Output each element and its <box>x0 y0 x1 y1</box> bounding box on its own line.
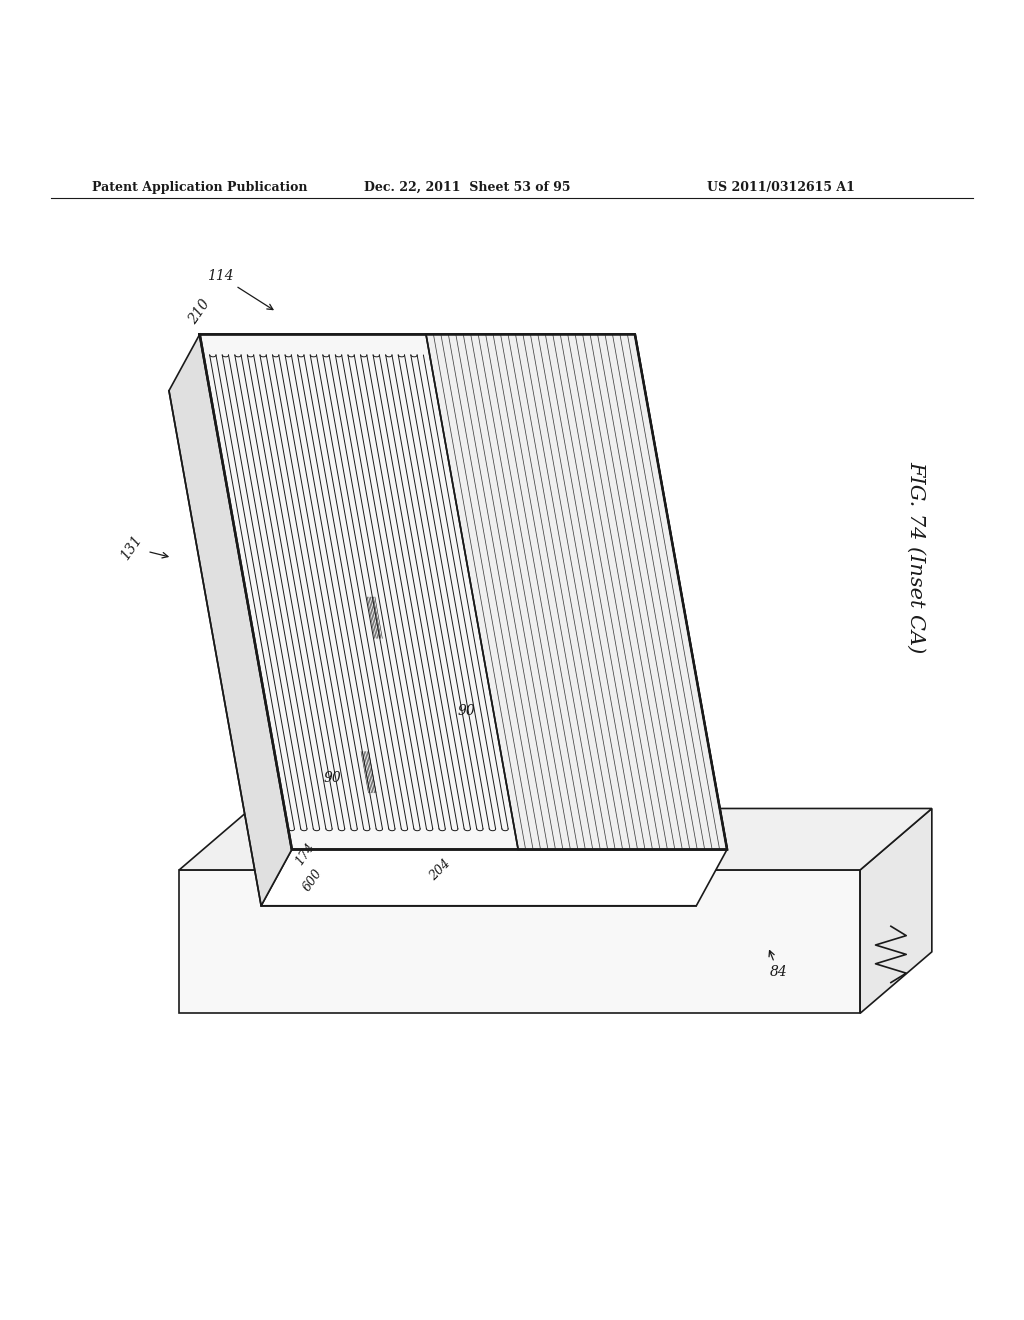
Text: 90: 90 <box>457 704 475 718</box>
Polygon shape <box>200 334 727 850</box>
Polygon shape <box>860 808 932 1014</box>
Polygon shape <box>365 797 393 859</box>
Text: 131: 131 <box>118 532 168 562</box>
Text: US 2011/0312615 A1: US 2011/0312615 A1 <box>707 181 854 194</box>
Text: 114: 114 <box>207 269 273 310</box>
Text: 204: 204 <box>427 857 454 883</box>
Polygon shape <box>179 870 860 1014</box>
Text: 174: 174 <box>293 841 317 869</box>
Text: 600: 600 <box>300 867 325 894</box>
Polygon shape <box>367 597 383 639</box>
Text: 84: 84 <box>769 950 787 979</box>
Polygon shape <box>169 334 292 906</box>
Polygon shape <box>360 751 377 793</box>
Polygon shape <box>179 808 932 870</box>
Text: 210: 210 <box>186 297 213 327</box>
Text: FIG. 74 (Inset CA): FIG. 74 (Inset CA) <box>907 462 926 653</box>
Text: Patent Application Publication: Patent Application Publication <box>92 181 307 194</box>
Polygon shape <box>324 797 352 859</box>
Text: 90: 90 <box>324 771 342 785</box>
Text: Dec. 22, 2011  Sheet 53 of 95: Dec. 22, 2011 Sheet 53 of 95 <box>364 181 570 194</box>
Polygon shape <box>426 334 727 850</box>
Polygon shape <box>261 850 727 906</box>
